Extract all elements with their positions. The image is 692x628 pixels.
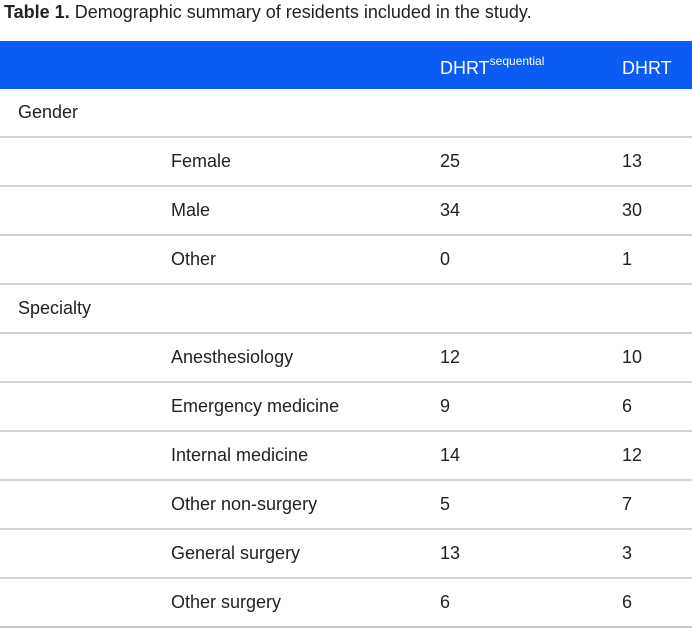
table-row: General surgery 13 3 [0, 528, 692, 579]
header-dhrt: DHRT [622, 58, 672, 78]
caption-label: Table 1. [4, 2, 70, 22]
table-header-row: DHRTsequential DHRT [0, 41, 692, 89]
demographic-table: DHRTsequential DHRT Gender Female 25 13 … [0, 41, 692, 628]
table-row: Other surgery 6 6 [0, 577, 692, 628]
caption-text: Demographic summary of residents include… [74, 2, 532, 22]
table-row: Male 34 30 [0, 185, 692, 236]
dhrt-sequential-cell: 25 [440, 151, 461, 171]
category-cell: Other [171, 249, 217, 269]
table-row: Anesthesiology 12 10 [0, 332, 692, 383]
dhrt-cell: 6 [622, 396, 633, 416]
dhrt-cell: 6 [622, 592, 633, 612]
dhrt-sequential-cell: 6 [440, 592, 451, 612]
group-row-gender: Gender [0, 89, 692, 138]
dhrt-cell: 13 [622, 151, 643, 171]
dhrt-sequential-cell: 0 [440, 249, 451, 269]
group-label: Specialty [18, 298, 92, 318]
dhrt-sequential-cell: 13 [440, 543, 461, 563]
table-row: Emergency medicine 9 6 [0, 381, 692, 432]
table-row: Female 25 13 [0, 136, 692, 187]
dhrt-sequential-cell: 14 [440, 445, 461, 465]
table-caption: Table 1. Demographic summary of resident… [4, 0, 532, 24]
category-cell: General surgery [171, 543, 301, 563]
dhrt-cell: 1 [622, 249, 633, 269]
dhrt-cell: 30 [622, 200, 643, 220]
dhrt-sequential-cell: 12 [440, 347, 461, 367]
group-row-specialty: Specialty [0, 285, 692, 334]
category-cell: Internal medicine [171, 445, 309, 465]
category-cell: Emergency medicine [171, 396, 340, 416]
dhrt-cell: 7 [622, 494, 633, 514]
dhrt-cell: 3 [622, 543, 633, 563]
dhrt-sequential-cell: 9 [440, 396, 451, 416]
table-row: Internal medicine 14 12 [0, 430, 692, 481]
category-cell: Other non-surgery [171, 494, 318, 514]
header-dhrt-sequential-base: DHRT [440, 58, 490, 78]
category-cell: Male [171, 200, 211, 220]
dhrt-sequential-cell: 34 [440, 200, 461, 220]
table-row: Other non-surgery 5 7 [0, 479, 692, 530]
header-dhrt-sequential-superscript: sequential [489, 54, 545, 68]
dhrt-cell: 12 [622, 445, 643, 465]
category-cell: Other surgery [171, 592, 282, 612]
table-row: Other 0 1 [0, 234, 692, 285]
group-label: Gender [18, 102, 79, 122]
dhrt-cell: 10 [622, 347, 643, 367]
dhrt-sequential-cell: 5 [440, 494, 451, 514]
header-dhrt-sequential: DHRTsequential [440, 41, 544, 89]
category-cell: Anesthesiology [171, 347, 294, 367]
category-cell: Female [171, 151, 232, 171]
